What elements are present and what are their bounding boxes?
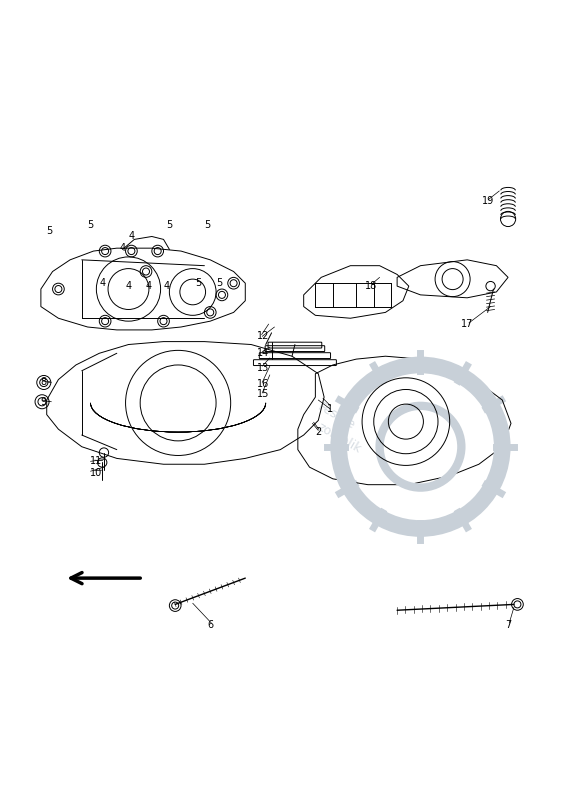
Text: 5: 5: [216, 278, 222, 288]
Text: 4: 4: [164, 281, 169, 291]
Text: 9: 9: [41, 397, 47, 406]
Text: 6: 6: [207, 620, 213, 630]
Text: 5: 5: [196, 278, 201, 288]
Text: 4: 4: [120, 243, 126, 253]
Text: 12: 12: [256, 330, 269, 341]
Text: 14: 14: [257, 348, 269, 358]
Text: 5: 5: [47, 226, 53, 236]
Text: 8: 8: [41, 378, 47, 387]
Text: 16: 16: [257, 378, 269, 389]
Text: 5: 5: [88, 220, 93, 230]
Text: 17: 17: [461, 319, 474, 329]
Text: 4: 4: [146, 281, 152, 291]
Text: 18: 18: [365, 281, 377, 291]
Text: zofablik: zofablik: [315, 420, 364, 455]
Text: 4: 4: [126, 281, 131, 291]
Text: 5: 5: [166, 220, 172, 230]
Text: Festne: Festne: [315, 400, 357, 432]
Text: 5: 5: [204, 220, 210, 230]
Text: 2: 2: [315, 427, 321, 437]
Text: 7: 7: [505, 620, 511, 630]
Text: 19: 19: [482, 197, 493, 206]
Text: 4: 4: [128, 231, 134, 242]
Text: 4: 4: [99, 278, 105, 288]
Text: 10: 10: [91, 468, 102, 478]
Text: 11: 11: [91, 456, 102, 466]
Text: 13: 13: [257, 363, 269, 373]
Text: 15: 15: [256, 389, 269, 399]
Text: 1: 1: [327, 404, 333, 414]
